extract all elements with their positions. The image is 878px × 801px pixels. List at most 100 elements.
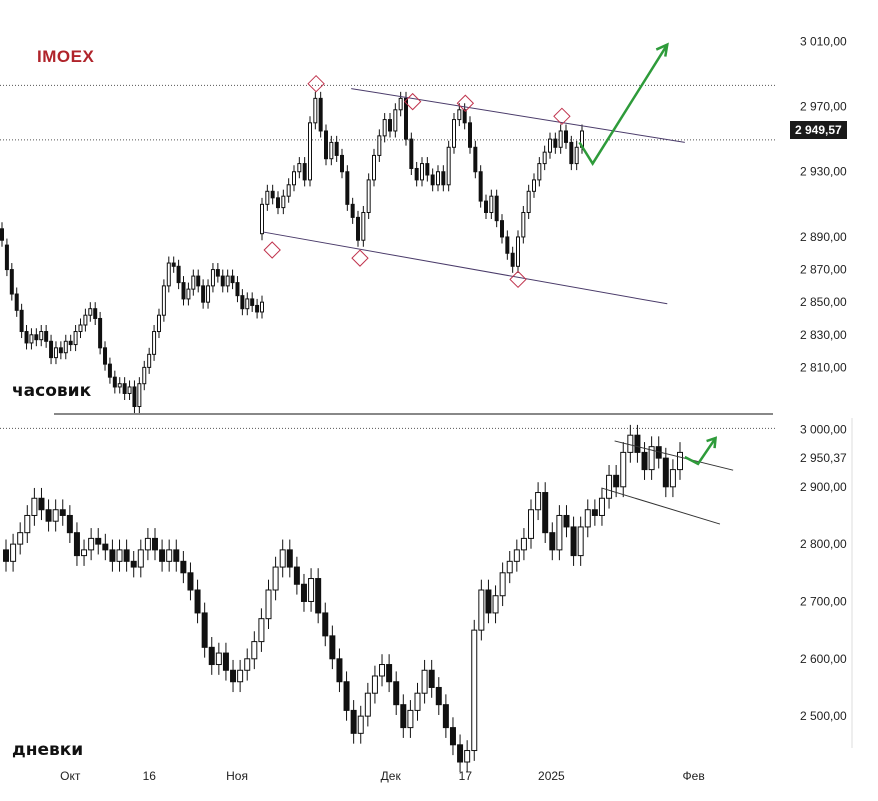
hourly-candle-body [452,119,456,148]
hourly-candle-body [152,331,157,355]
daily-candle-body [194,589,201,614]
daily-candle-body [485,589,492,614]
hourly-y-tick-label: 3 010,00 [800,34,847,48]
hourly-candle-body [388,119,392,132]
hourly-candle-body [132,386,137,408]
daily-x-tick-label: 16 [143,769,157,783]
hourly-candle-body [516,236,520,267]
hourly-forecast-arrowhead [655,42,669,57]
hourly-candle-body [255,304,260,313]
hourly-candle-body [366,179,371,214]
hourly-candle-body [29,334,34,344]
hourly-candle-body [505,236,510,254]
daily-candle-body [38,497,45,511]
daily-candle-body [272,566,279,591]
hourly-candle-body [500,220,504,238]
daily-candle-body [173,549,180,562]
hourly-candle-body [441,171,446,186]
hourly-candle-body [414,167,419,181]
daily-y-tick-label: 2 600,00 [800,652,847,666]
hourly-candle-body [98,317,103,349]
daily-candle-body [144,537,151,551]
hourly-candle-body [78,324,83,333]
daily-y-tick-label: 2 500,00 [800,709,847,723]
hourly-y-tick-label: 2 810,00 [800,360,847,374]
hourly-candle-body [117,383,122,388]
hourly-y-tick-label: 2 930,00 [800,165,847,179]
daily-candle-body [520,537,527,551]
hourly-candle-body [220,275,225,287]
daily-candle-body [336,658,343,683]
hourly-candle-body [340,154,344,173]
daily-candle-body [606,474,613,499]
daily-candle-body [549,532,556,551]
hourly-candle-body [201,285,206,303]
hourly-candle-body [409,138,414,169]
hourly-y-tick-label: 2 870,00 [800,263,847,277]
hourly-candle-body [93,308,98,319]
hourly-candle-body [206,285,211,303]
hourly-candle-body [484,200,488,214]
daily-y-tick-label: 2 800,00 [800,537,847,551]
hourly-candle-body [235,282,240,297]
daily-candle-body [24,514,31,534]
hourly-candle-body [276,197,280,209]
hourly-candle-body [542,151,547,165]
daily-candle-body [52,509,59,522]
hourly-candle-body [0,228,4,241]
daily-candle-body [315,578,322,614]
hourly-candle-body [270,190,275,199]
hourly-candle-body [161,285,166,316]
daily-candle-body [166,549,173,562]
daily-candle-body [180,560,187,574]
daily-candle-body [73,532,80,557]
daily-candle-body [648,446,655,471]
daily-y-tick-label: 2 950,37 [800,451,847,465]
daily-candle-body [230,669,237,683]
daily-panel-label: дневки [12,740,84,760]
daily-candle-body [471,629,478,752]
hourly-channel-lower [263,231,668,305]
hourly-candle-body [68,340,73,346]
daily-candle-body [300,583,307,602]
hourly-candle-body [430,174,435,186]
hourly-candle-body [260,203,264,235]
daily-candle-body [59,509,66,516]
daily-y-tick-label: 2 900,00 [800,480,847,494]
daily-candle-body [499,572,506,597]
hourly-candle-body [88,308,93,316]
hourly-candle-body [14,293,19,311]
daily-candle-body [677,451,683,471]
daily-channel-upper [614,440,734,471]
hourly-candle-body [83,314,88,326]
daily-candle-body [102,543,109,551]
hourly-candle-body [44,331,49,342]
hourly-candle-body [19,309,24,333]
hourly-candle-body [558,130,563,148]
daily-candle-body [393,681,400,706]
hourly-candle-body [478,171,483,202]
daily-candle-body [187,572,194,591]
hourly-candle-body [548,138,552,153]
hourly-candle-body [103,347,108,365]
daily-candle-body [386,664,393,683]
hourly-marker-diamond [509,270,527,289]
daily-candle-body [577,526,584,557]
hourly-candle-body [260,301,264,313]
hourly-candle-body [122,383,127,394]
daily-candle-body [88,537,95,551]
daily-x-tick-label: Ноя [226,769,248,783]
hourly-candle-body [286,184,291,197]
daily-candle-body [45,509,52,522]
daily-x-tick-label: 2025 [538,769,565,783]
hourly-candle-body [468,122,472,148]
hourly-candle-body [292,171,296,186]
hourly-candle-body [137,383,142,408]
last-price-tag: 2 949,57 [790,121,847,139]
hourly-candle-body [377,135,382,156]
hourly-candle-body [181,282,186,300]
daily-candle-body [286,549,293,568]
daily-candle-body [506,560,513,574]
hourly-candle-body [494,195,499,222]
